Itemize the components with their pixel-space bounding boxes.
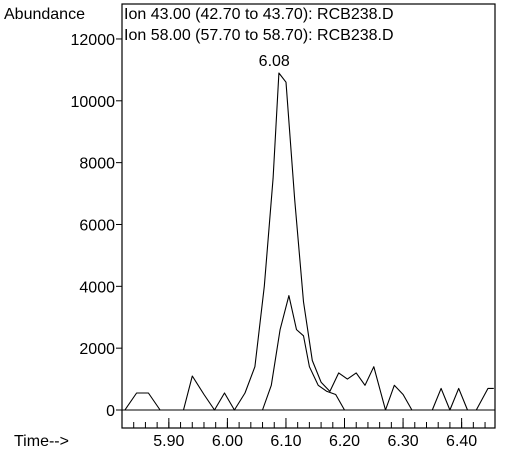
header-line-2: Ion 58.00 (57.70 to 58.70): RCB238.D xyxy=(124,27,394,44)
x-tick-label: 6.30 xyxy=(387,433,418,450)
y-tick-label: 10000 xyxy=(71,94,116,111)
peak-annotation: 6.08 xyxy=(259,53,290,70)
y-axis-title: Abundance xyxy=(4,6,85,23)
series-line-2 xyxy=(245,295,354,411)
x-tick-label: 5.90 xyxy=(153,433,184,450)
y-axis: 0 2000 4000 6000 8000 10000 12000 xyxy=(71,32,122,420)
x-tick-label: 6.10 xyxy=(270,433,301,450)
y-tick-label: 2000 xyxy=(79,341,115,358)
plot-frame xyxy=(121,3,496,429)
y-tick-label: 8000 xyxy=(79,156,115,173)
x-tick-label: 6.00 xyxy=(212,433,243,450)
x-tick-label: 6.40 xyxy=(446,433,477,450)
y-tick-label: 4000 xyxy=(79,279,115,296)
x-axis-title: Time--> xyxy=(14,433,69,450)
series-line-1 xyxy=(124,72,494,411)
y-tick-label: 0 xyxy=(106,403,115,420)
y-tick-label: 6000 xyxy=(79,217,115,234)
header-line-1: Ion 43.00 (42.70 to 43.70): RCB238.D xyxy=(124,6,394,23)
x-tick-label: 6.20 xyxy=(329,433,360,450)
series-lines xyxy=(124,72,494,411)
y-tick-label: 12000 xyxy=(71,32,116,49)
x-axis: 5.90 6.00 6.10 6.20 6.30 6.40 xyxy=(133,418,486,450)
